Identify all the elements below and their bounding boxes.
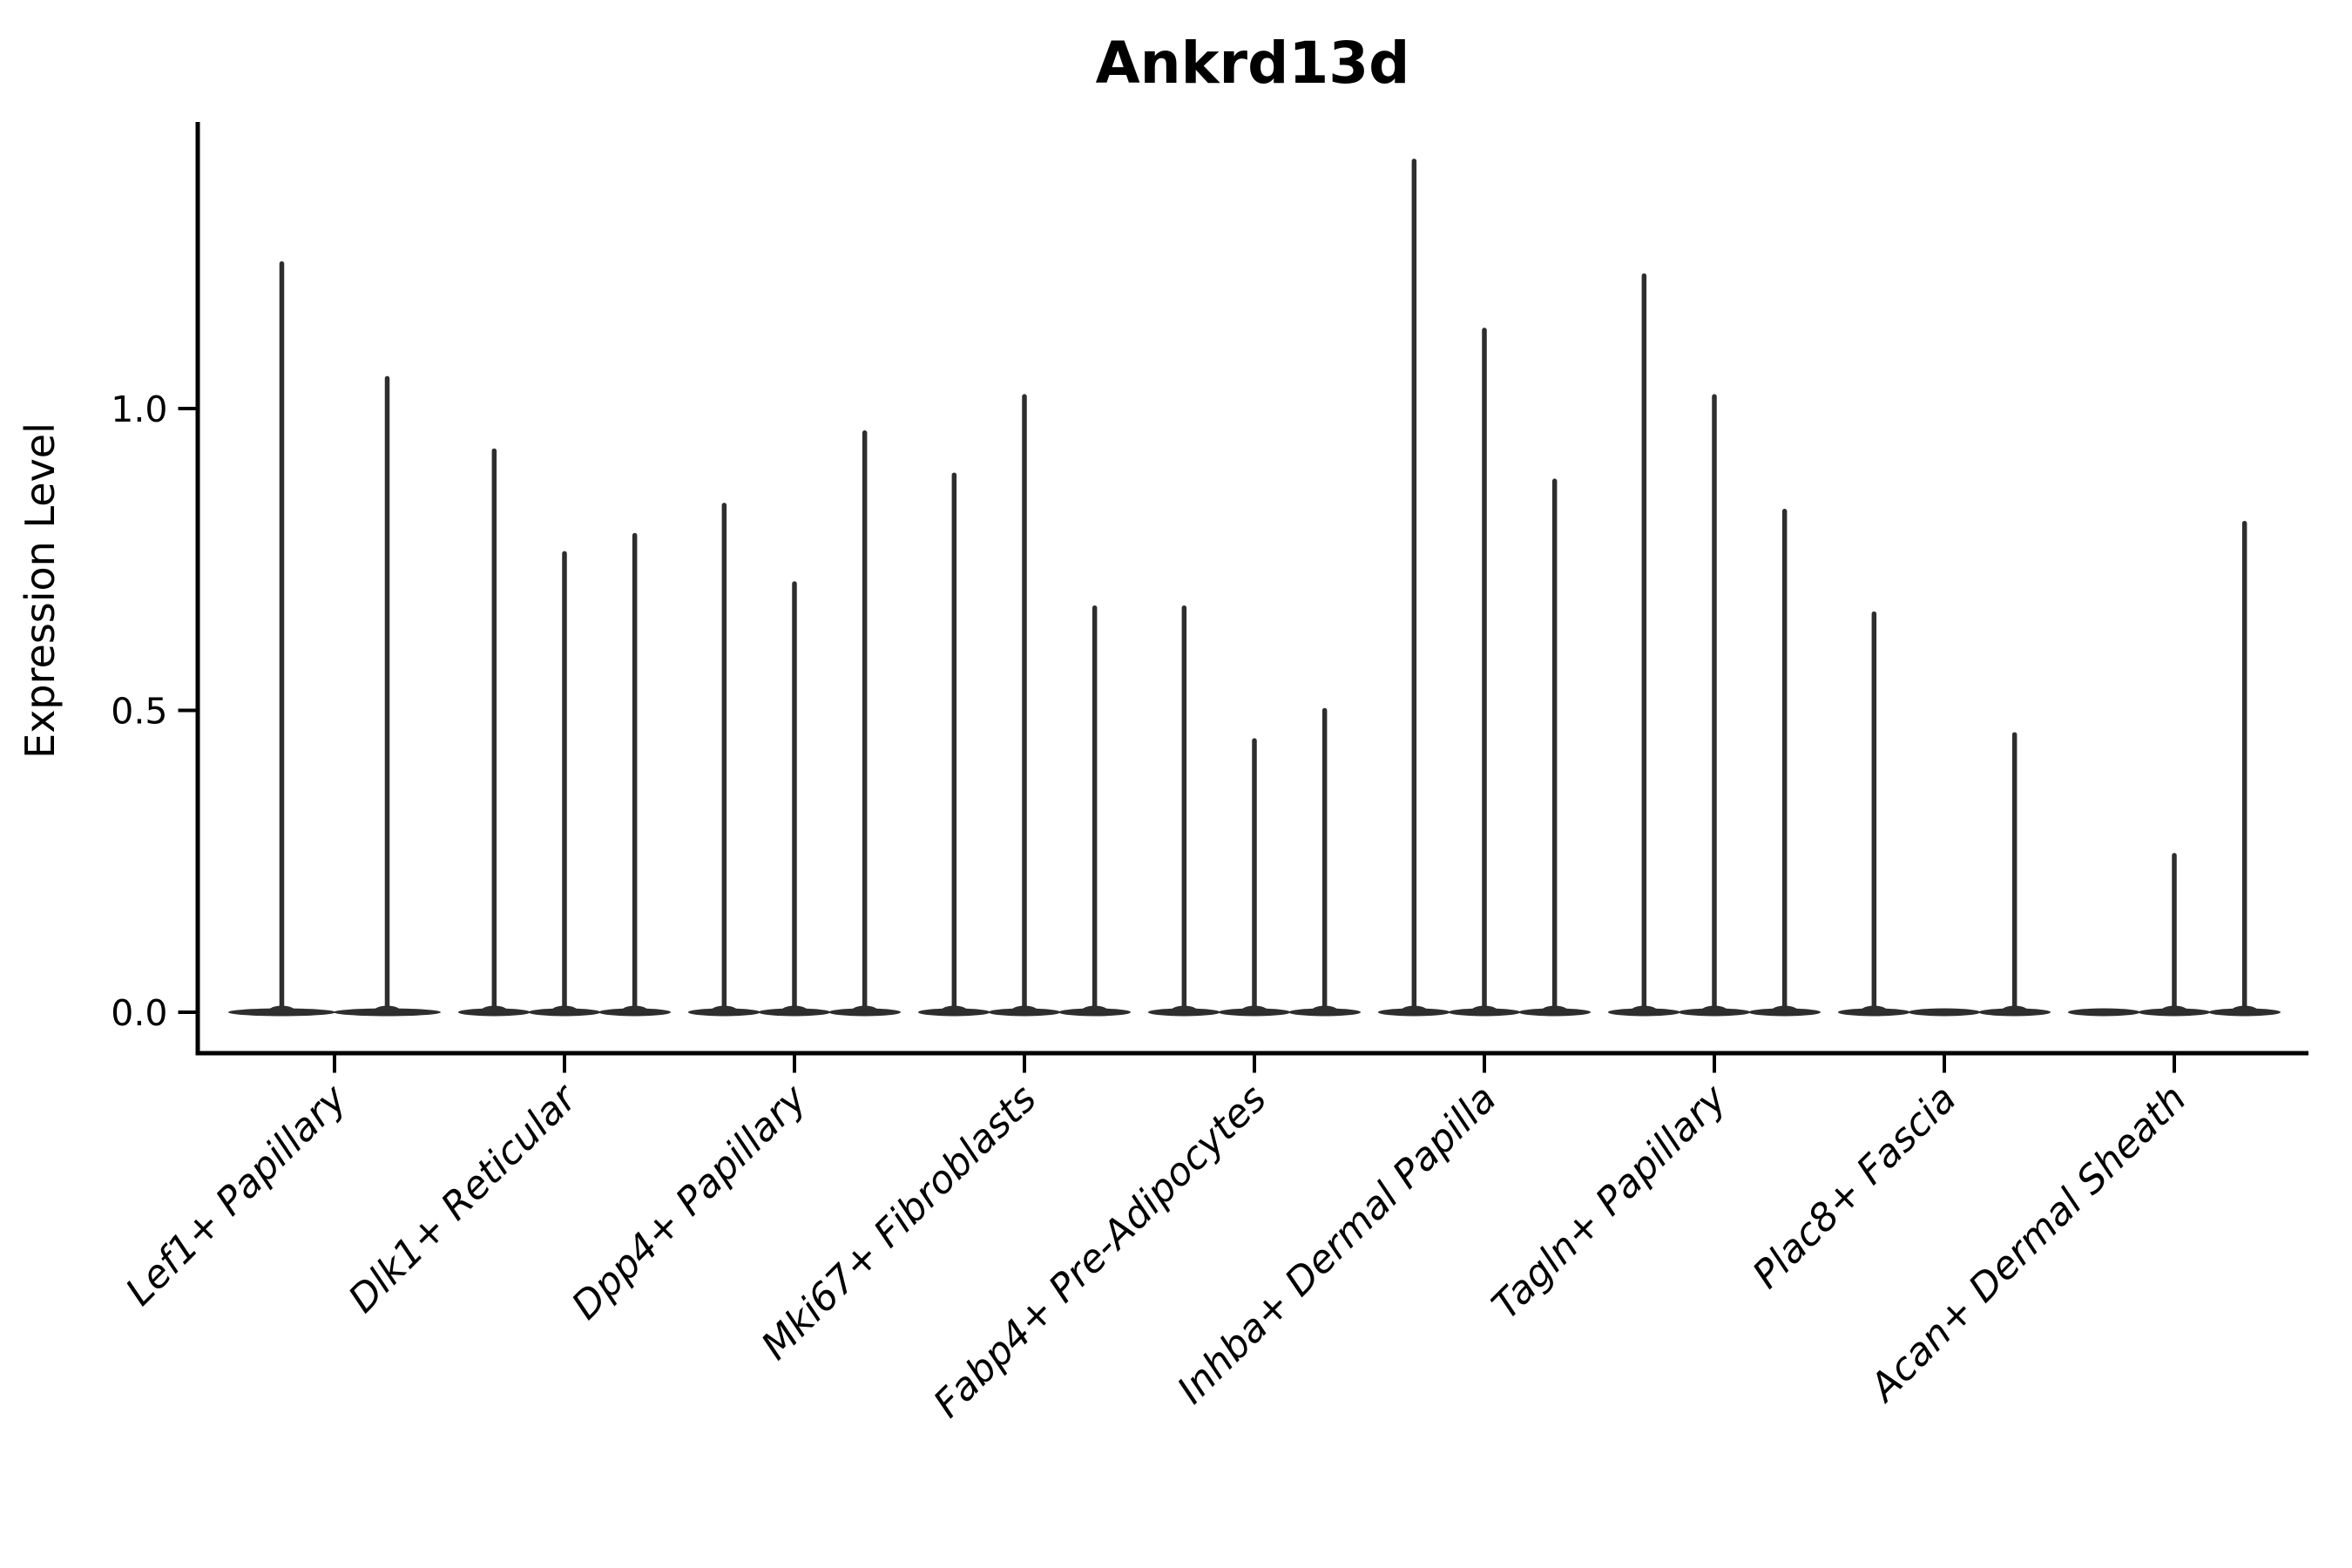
chart-title: Ankrd13d [1096, 30, 1410, 97]
y-tick-label: 1.0 [111, 389, 167, 430]
x-tick-label: Dpp4+ Papillary [564, 1076, 816, 1328]
y-tick-label: 0.0 [111, 992, 167, 1034]
y-tick-label: 0.5 [111, 690, 167, 732]
x-tick-label: Plac8+ Fascia [1744, 1077, 1964, 1297]
y-axis-label: Expression Level [17, 422, 64, 759]
x-tick-label: Dlk1+ Reticular [340, 1075, 586, 1321]
violin-base [1908, 1008, 1981, 1017]
x-tick-label: Tagln+ Papillary [1484, 1076, 1735, 1328]
violin-base [2068, 1008, 2140, 1017]
x-tick-label: Lef1+ Papillary [118, 1076, 356, 1315]
